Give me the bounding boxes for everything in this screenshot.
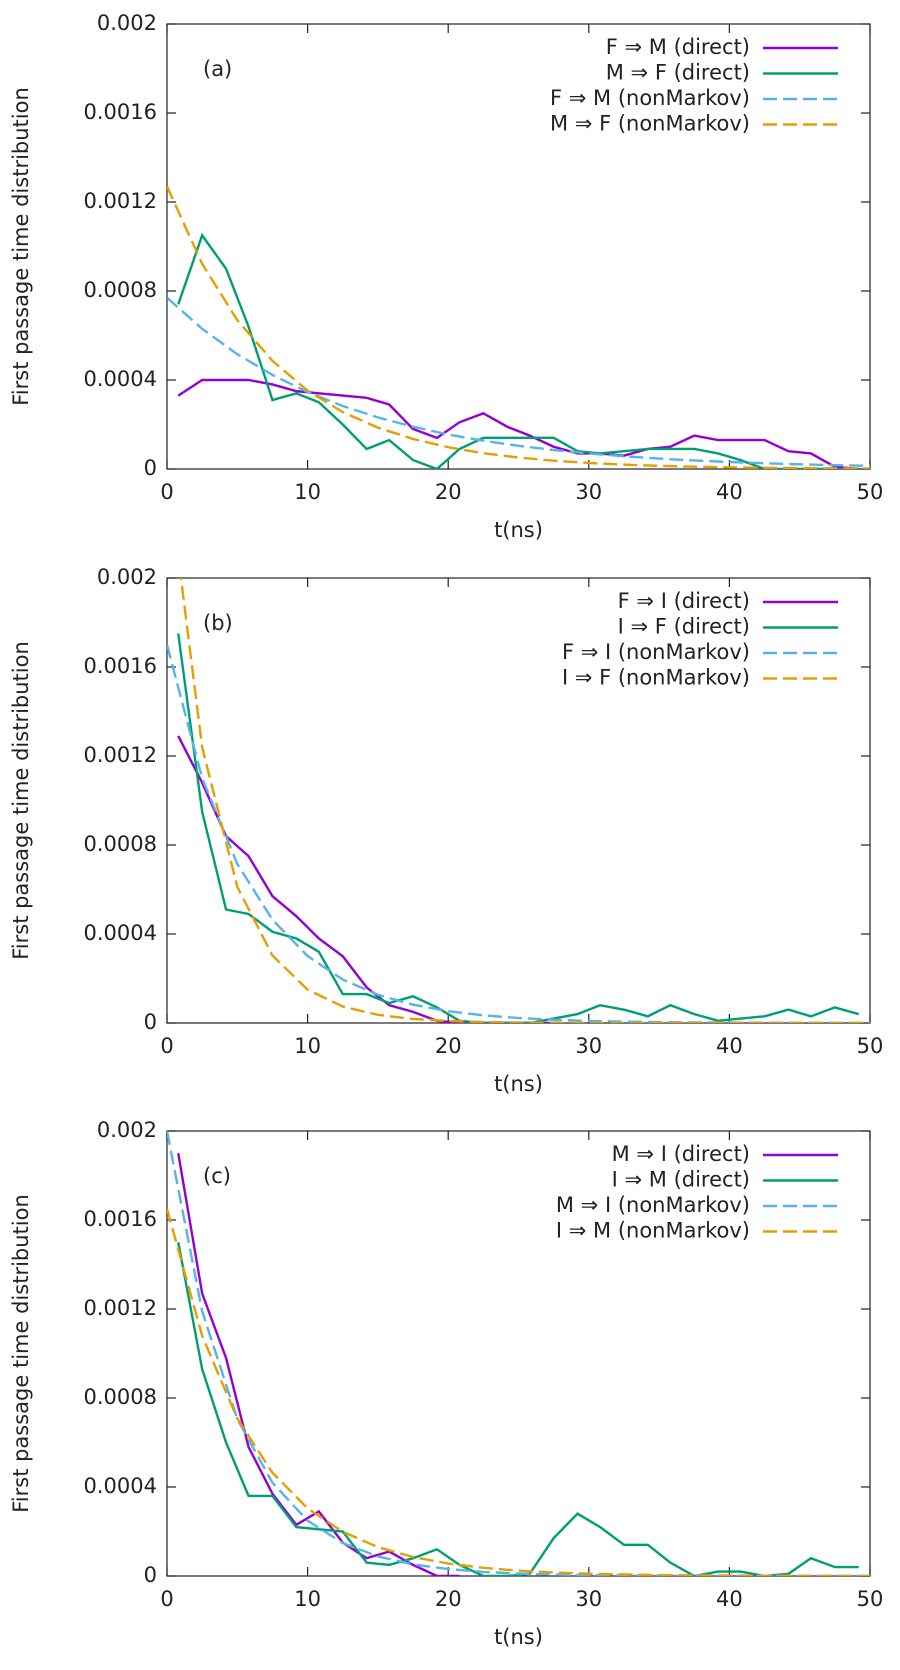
legend-label: M ⇒ I (nonMarkov) <box>556 1193 750 1217</box>
series-line <box>177 1242 859 1576</box>
y-tick-label: 0.0016 <box>84 100 157 124</box>
x-tick-label: 40 <box>716 1034 743 1058</box>
y-tick-label: 0.002 <box>97 565 157 589</box>
y-tick-label: 0.0004 <box>84 367 157 391</box>
y-tick-label: 0.0008 <box>84 278 157 302</box>
series-line <box>167 185 870 469</box>
legend-label: F ⇒ M (direct) <box>606 35 750 59</box>
series-line <box>167 296 870 468</box>
x-tick-label: 20 <box>435 1034 462 1058</box>
y-tick-label: 0.0012 <box>84 1296 157 1320</box>
x-axis-label: t(ns) <box>494 518 543 542</box>
y-axis-label: First passage time distribution <box>9 87 33 406</box>
legend-label: M ⇒ F (nonMarkov) <box>550 112 750 136</box>
y-tick-label: 0.0012 <box>84 743 157 767</box>
series-line <box>177 633 860 1023</box>
series-line <box>177 232 859 469</box>
series-line <box>177 378 859 469</box>
y-tick-label: 0.0008 <box>84 832 157 856</box>
y-tick-label: 0.0008 <box>84 1385 157 1409</box>
series-line <box>167 644 870 1023</box>
plot-frame <box>166 23 871 470</box>
x-tick-label: 0 <box>160 1587 173 1611</box>
x-axis-label: t(ns) <box>494 1625 543 1649</box>
x-tick-label: 10 <box>294 1034 321 1058</box>
panel: 0 0.0004 0.0008 0.0012 0.0016 0.002 0 10 20 30 40 5… <box>9 11 883 542</box>
legend-label: F ⇒ I (nonMarkov) <box>562 640 750 664</box>
panel-annotation: (a) <box>203 57 232 81</box>
panel-annotation: (c) <box>203 1164 231 1188</box>
x-axis-label: t(ns) <box>494 1072 543 1096</box>
x-tick-label: 20 <box>435 1587 462 1611</box>
y-tick-label: 0.002 <box>97 1118 157 1142</box>
legend-label: M ⇒ I (direct) <box>612 1142 750 1166</box>
x-tick-label: 10 <box>294 480 321 504</box>
x-tick-label: 40 <box>716 480 743 504</box>
x-tick-label: 50 <box>857 1034 884 1058</box>
y-tick-label: 0.0012 <box>84 189 157 213</box>
legend-label: I ⇒ M (direct) <box>612 1168 750 1192</box>
x-tick-label: 30 <box>575 1034 602 1058</box>
y-tick-label: 0.0004 <box>84 921 157 945</box>
legend-label: F ⇒ M (nonMarkov) <box>550 86 750 110</box>
y-tick-label: 0.0016 <box>84 1207 157 1231</box>
x-tick-label: 30 <box>575 1587 602 1611</box>
x-tick-label: 50 <box>857 480 884 504</box>
y-tick-label: 0.0016 <box>84 654 157 678</box>
y-tick-label: 0.002 <box>97 11 157 35</box>
series-line <box>177 735 554 1023</box>
legend-label: M ⇒ F (direct) <box>606 61 750 85</box>
x-tick-label: 10 <box>294 1587 321 1611</box>
legend-label: I ⇒ F (nonMarkov) <box>562 666 750 690</box>
x-tick-label: 50 <box>857 1587 884 1611</box>
legend-label: F ⇒ I (direct) <box>618 589 750 613</box>
y-tick-label: 0 <box>144 456 157 480</box>
y-tick-label: 0 <box>144 1563 157 1587</box>
y-axis-label: First passage time distribution <box>9 641 33 960</box>
series-line <box>167 1131 870 1576</box>
legend-label: I ⇒ M (nonMarkov) <box>556 1219 750 1243</box>
series-line <box>177 1153 460 1576</box>
panel-annotation: (b) <box>203 611 233 635</box>
x-tick-label: 0 <box>160 480 173 504</box>
x-tick-label: 30 <box>575 480 602 504</box>
x-tick-label: 20 <box>435 480 462 504</box>
legend-label: I ⇒ F (direct) <box>618 615 750 639</box>
x-tick-label: 40 <box>716 1587 743 1611</box>
panel: 0 0.0004 0.0008 0.0012 0.0016 0.002 0 10 20 30 40 5… <box>9 1118 883 1649</box>
y-tick-label: 0.0004 <box>84 1474 157 1498</box>
y-tick-label: 0 <box>144 1010 157 1034</box>
x-tick-label: 0 <box>160 1034 173 1058</box>
plot-frame <box>166 1130 871 1577</box>
series-line <box>167 1208 870 1576</box>
series-line <box>179 578 870 1023</box>
panel: 0 0.0004 0.0008 0.0012 0.0016 0.002 0 10 20 30 40 5… <box>9 565 884 1096</box>
y-axis-label: First passage time distribution <box>9 1194 33 1513</box>
